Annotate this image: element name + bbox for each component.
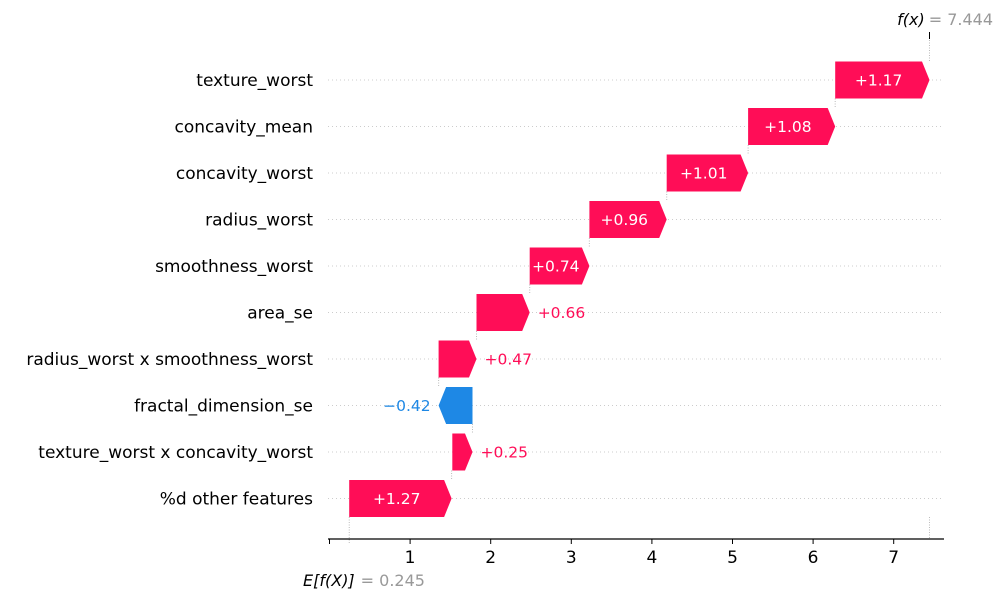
feature-label: concavity_mean [174,118,313,138]
x-tick-label: 6 [808,548,819,568]
feature-label: texture_worst [196,71,313,91]
annotations: f(x) = 7.444 E[f(X)] = 0.245 [303,10,993,590]
x-tick-label: 3 [566,548,577,568]
bars [349,61,930,517]
waterfall-bar [589,201,667,238]
feature-label: %d other features [160,490,313,510]
waterfall-bar [476,294,530,331]
waterfall-bar [748,108,836,145]
bar-value-label: +0.74 [532,258,580,276]
bar-value-label: +1.27 [373,490,421,508]
final-value-annotation: f(x) = 7.444 [897,10,993,29]
connector-lines [348,35,930,543]
bar-value-label: +0.96 [601,211,649,229]
final-value-label: f(x) [897,10,925,29]
x-tick-label: 5 [727,548,738,568]
waterfall-bar [438,340,477,378]
bar-value-label: +0.66 [538,304,586,322]
waterfall-bar [666,154,749,192]
waterfall-bar [438,387,473,424]
feature-labels: texture_worst concavity_mean concavity_wor… [26,71,313,510]
feature-label: texture_worst x concavity_worst [38,443,313,463]
waterfall-bar [835,61,930,99]
waterfall-bar [452,433,473,471]
feature-label: radius_worst x smoothness_worst [26,350,313,370]
bar-value-label: +0.25 [481,444,529,462]
feature-label: concavity_worst [176,164,313,184]
bar-value-label: +1.17 [855,72,903,90]
bar-value-label: +0.47 [485,351,533,369]
waterfall-bar [529,247,590,285]
x-axis: 1 2 3 4 5 6 7 [328,538,944,568]
feature-label: radius_worst [205,211,313,231]
x-tick-label: 1 [405,548,416,568]
value-labels: +1.17 +1.08 +1.01 +0.96 +0.74 +0.66 +0.47 −0.42… [373,72,902,509]
base-value-label: E[f(X)] [303,571,355,590]
feature-label: area_se [247,304,313,324]
bar-value-label: +1.01 [680,165,728,183]
base-value-text: = 0.245 [361,571,425,590]
feature-label: fractal_dimension_se [134,397,313,417]
waterfall-bar [349,480,452,517]
base-value-annotation: E[f(X)] = 0.245 [303,571,425,590]
final-value-text: = 7.444 [929,10,993,29]
x-tick-label: 2 [485,548,496,568]
x-tick-label: 7 [888,548,899,568]
feature-label: smoothness_worst [155,257,313,277]
bar-value-label: −0.42 [383,397,431,415]
x-tick-label: 4 [646,548,657,568]
bar-value-label: +1.08 [764,118,812,136]
row-gridlines [328,79,944,499]
